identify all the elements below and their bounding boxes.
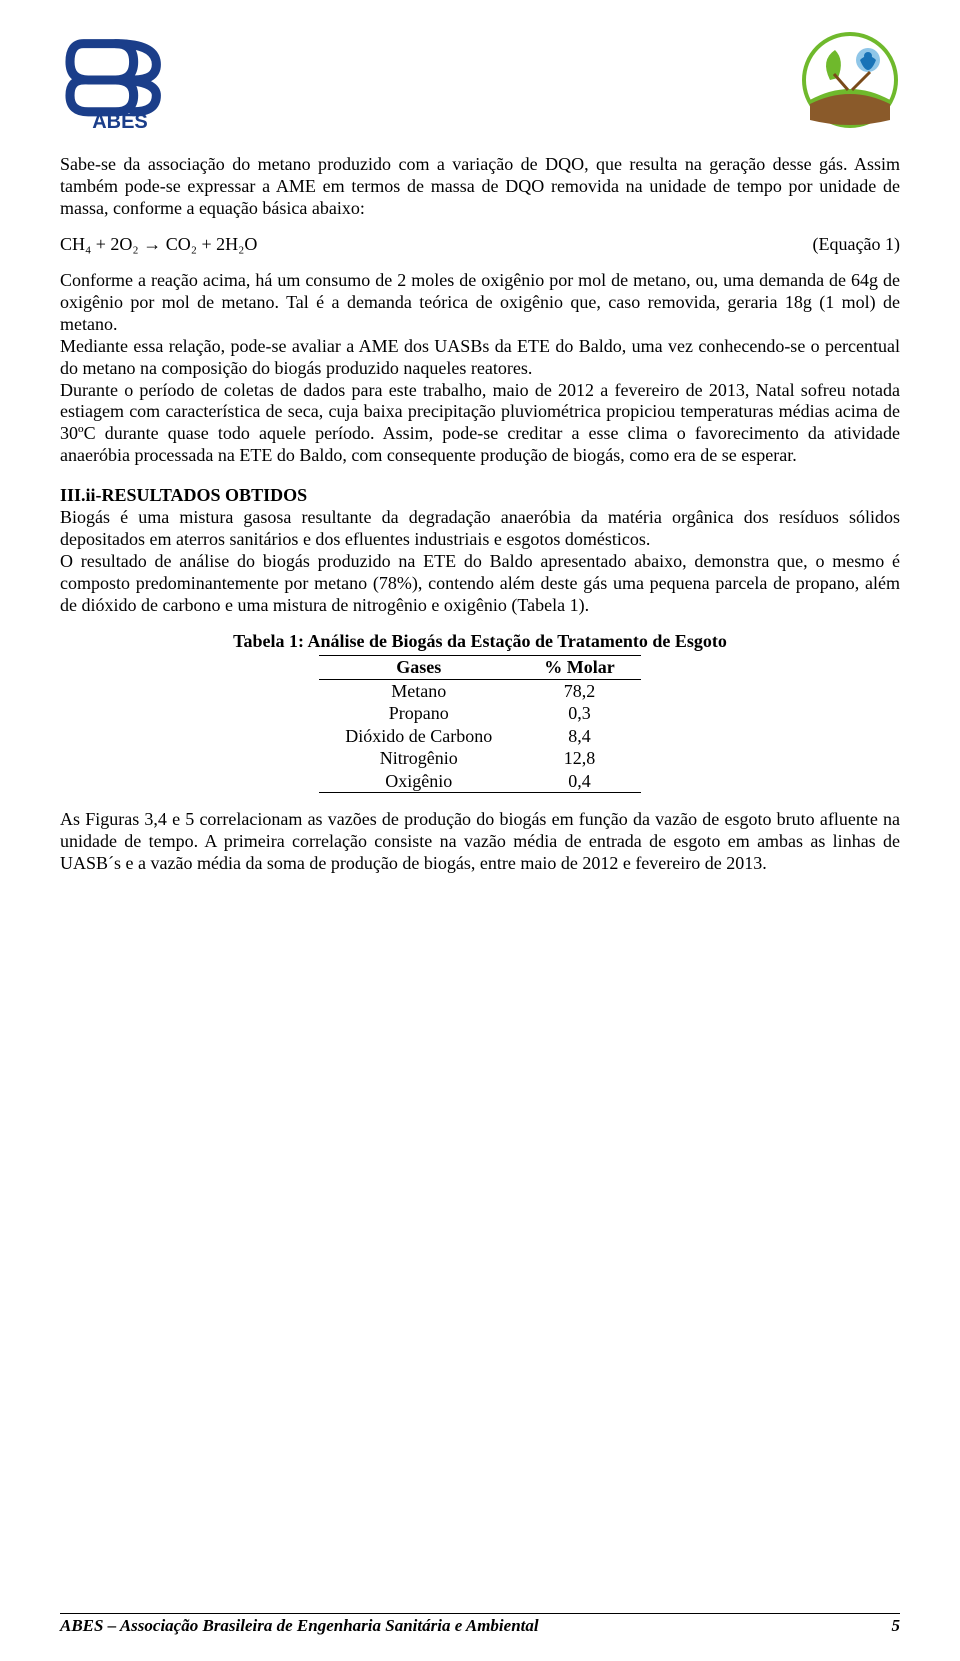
table-row: Nitrogênio 12,8 [319,747,640,770]
table-cell: Metano [319,679,518,702]
eco-logo [800,30,900,136]
abes-logo: ABES [60,30,180,136]
table-cell: 0,4 [518,770,640,793]
table-cell: 78,2 [518,679,640,702]
table-row: Metano 78,2 [319,679,640,702]
table-caption: Tabela 1: Análise de Biogás da Estação d… [60,631,900,653]
biogas-table: Gases % Molar Metano 78,2 Propano 0,3 Di… [319,655,640,793]
page-header: ABES [60,30,900,136]
footer-text: ABES – Associação Brasileira de Engenhar… [60,1616,539,1637]
table-col-gases: Gases [319,656,518,680]
table-row: Propano 0,3 [319,702,640,725]
table-cell: Oxigênio [319,770,518,793]
paragraph-analysis: O resultado de análise do biogás produzi… [60,551,900,617]
table-header-row: Gases % Molar [319,656,640,680]
paragraph-biogas-def: Biogás é uma mistura gasosa resultante d… [60,507,900,551]
table-col-molar: % Molar [518,656,640,680]
abes-logo-text: ABES [92,111,148,130]
section-heading: III.ii-RESULTADOS OBTIDOS [60,485,900,507]
table-cell: Nitrogênio [319,747,518,770]
table-row: Dióxido de Carbono 8,4 [319,725,640,748]
table-cell: 0,3 [518,702,640,725]
table-cell: 12,8 [518,747,640,770]
paragraph-climate: Durante o período de coletas de dados pa… [60,380,900,468]
table-cell: Dióxido de Carbono [319,725,518,748]
table-cell: Propano [319,702,518,725]
paragraph-ame: Mediante essa relação, pode-se avaliar a… [60,336,900,380]
equation-row: CH₄ + 2O₂ → CO₂ + 2H₂O (Equação 1) [60,234,900,256]
page-footer: ABES – Associação Brasileira de Engenhar… [60,1613,900,1637]
table-row: Oxigênio 0,4 [319,770,640,793]
equation-label: (Equação 1) [813,234,900,256]
paragraph-reaction: Conforme a reação acima, há um consumo d… [60,270,900,336]
paragraph-figures: As Figuras 3,4 e 5 correlacionam as vazõ… [60,809,900,875]
table-cell: 8,4 [518,725,640,748]
equation-formula: CH₄ + 2O₂ → CO₂ + 2H₂O [60,234,257,256]
page-number: 5 [892,1616,901,1637]
paragraph-intro: Sabe-se da associação do metano produzid… [60,154,900,220]
